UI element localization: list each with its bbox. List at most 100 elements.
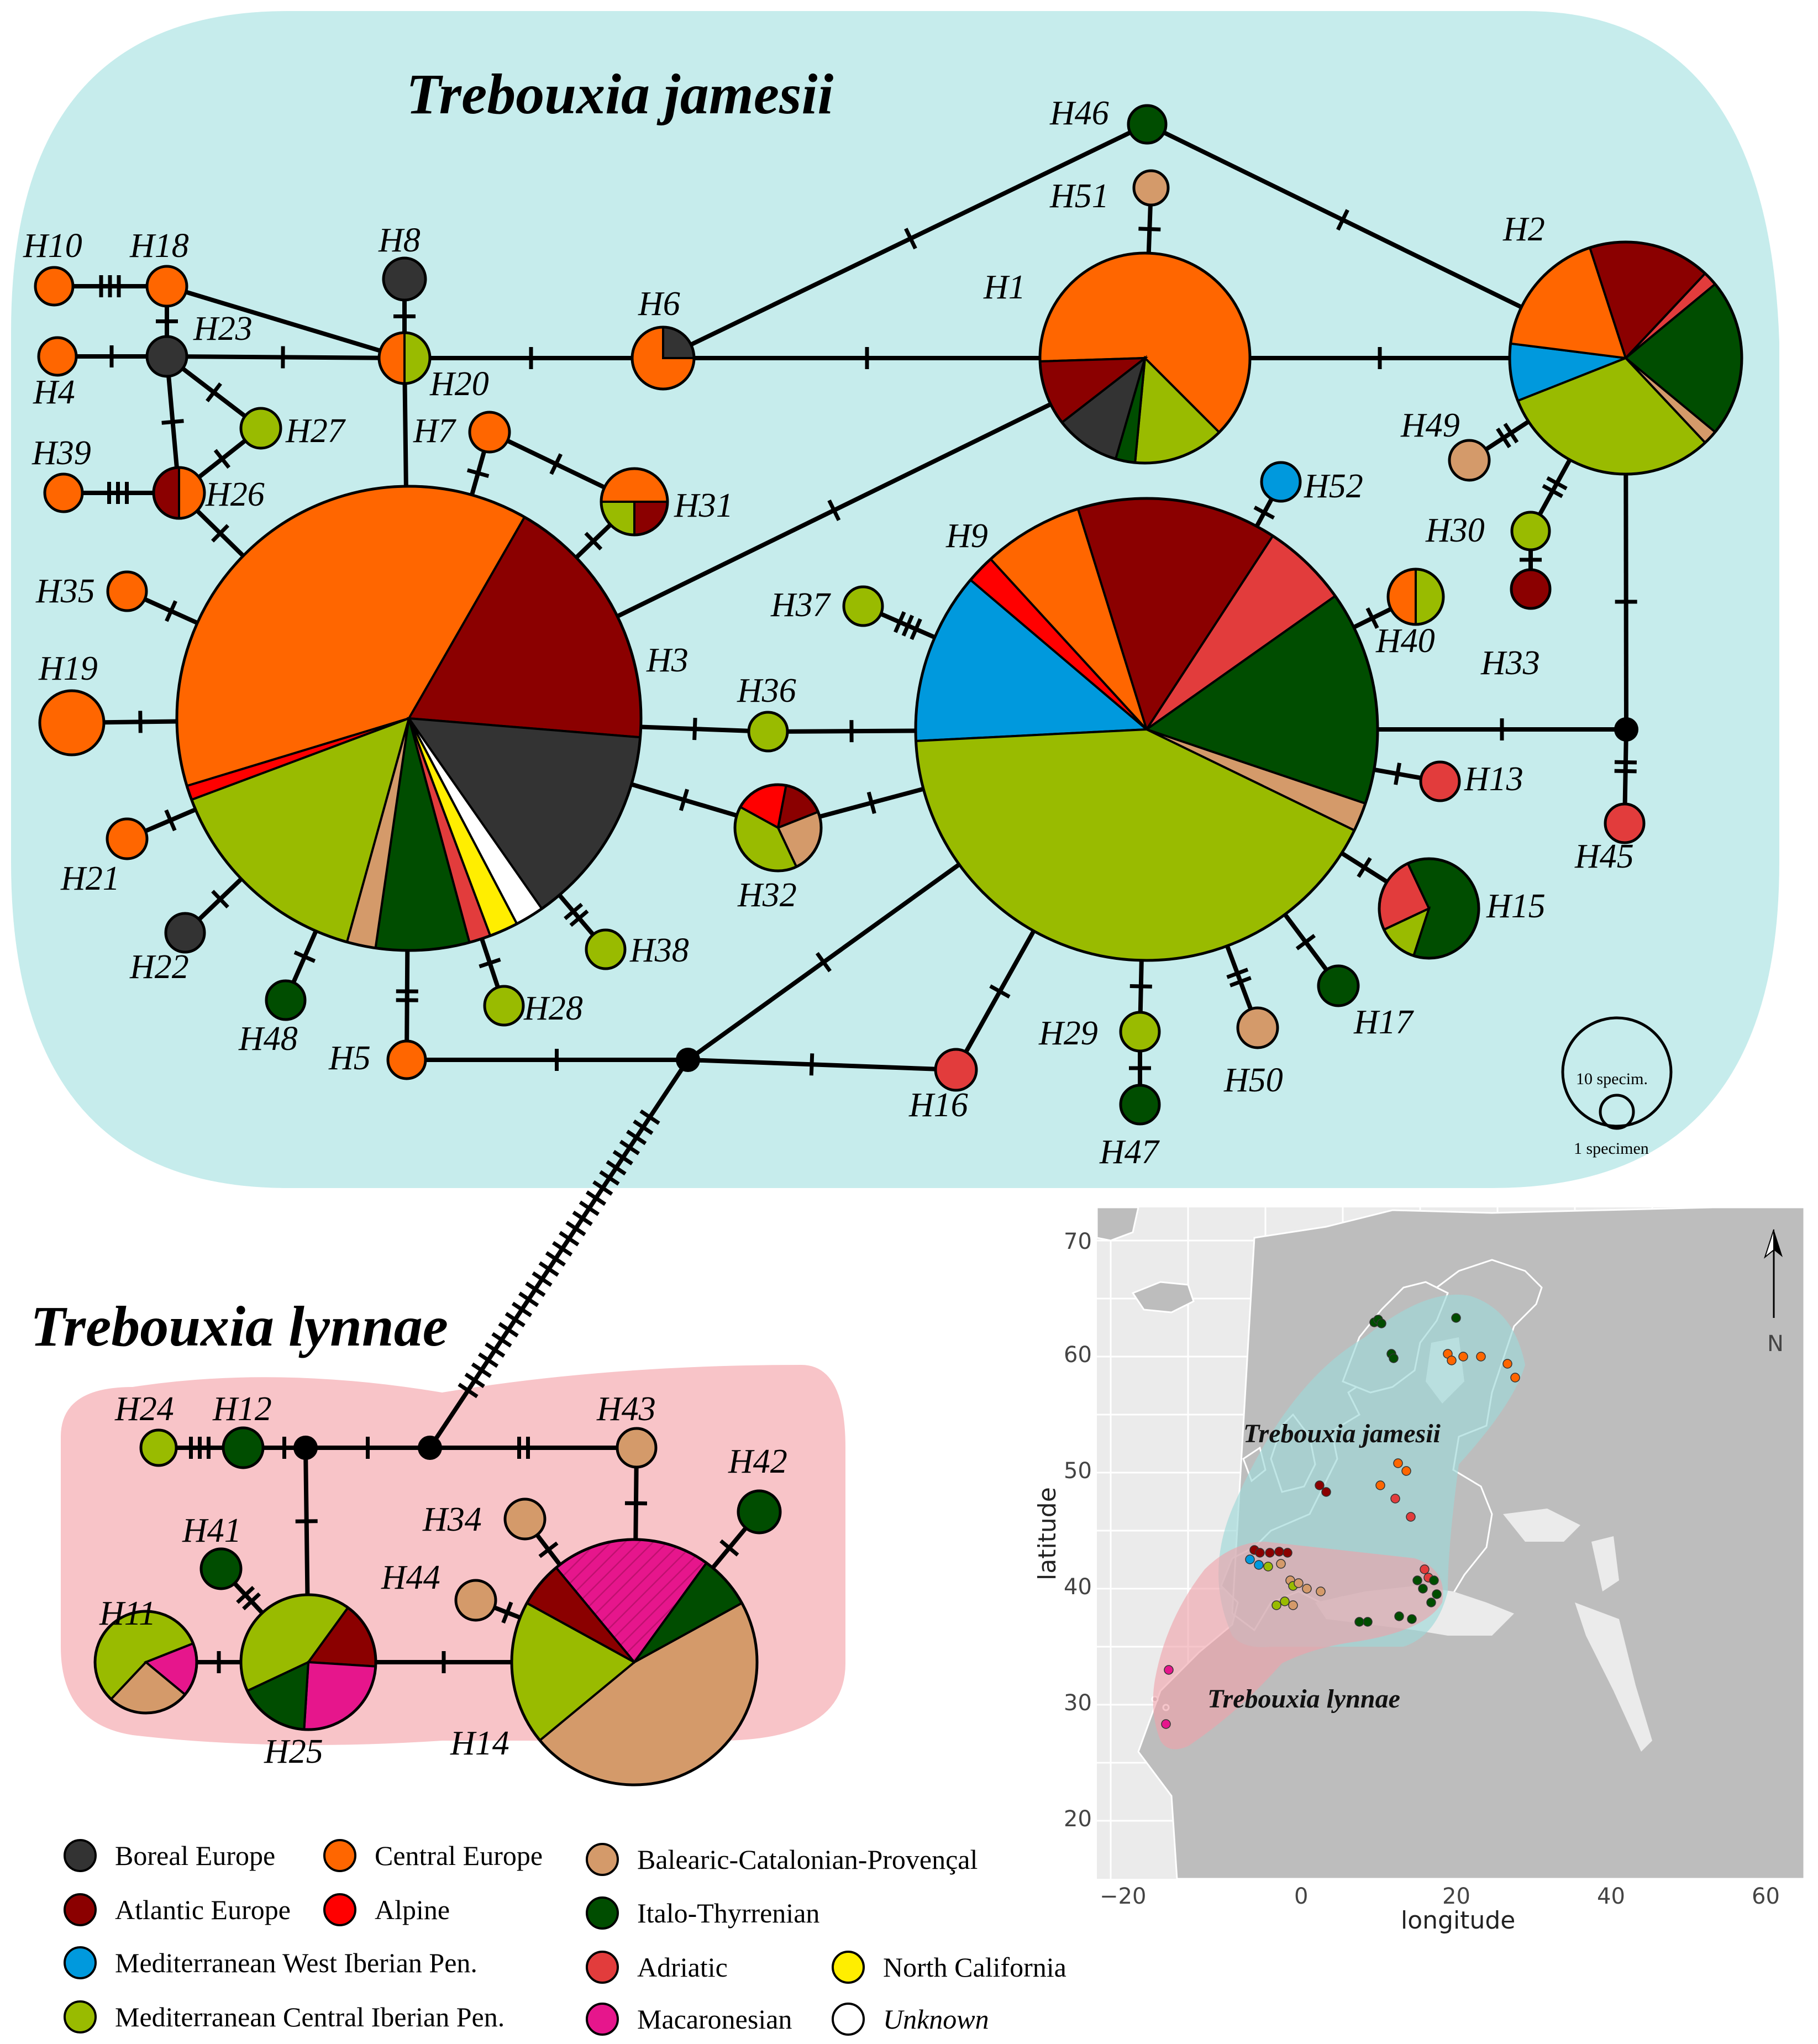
- haplotype-node-h29: [1119, 1011, 1161, 1053]
- haplotype-node-h51: [1132, 169, 1170, 207]
- sample-point: [1406, 1512, 1416, 1522]
- legend-label: Boreal Europe: [115, 1840, 275, 1871]
- mutation-tick: [211, 890, 229, 909]
- sample-point: [1375, 1480, 1385, 1490]
- mutation-tick: [592, 1180, 613, 1196]
- mutation-tick: [1496, 427, 1511, 449]
- north-arrow-icon: N: [1764, 1229, 1784, 1357]
- legend-item: Central Europe: [323, 1839, 543, 1872]
- lynnae-range: [1153, 1542, 1443, 1749]
- node-circle: [454, 1579, 497, 1622]
- sample-point: [1363, 1617, 1373, 1627]
- mutation-tick: [1542, 484, 1563, 498]
- haplotype-node-h43: [616, 1427, 658, 1469]
- node-circle: [747, 711, 789, 753]
- sample-point: [1376, 1318, 1386, 1328]
- haplotype-node-h28: [483, 985, 525, 1027]
- node-circle: [503, 1497, 547, 1541]
- node-circle: [43, 472, 84, 513]
- haplotype-node-h30: [1510, 511, 1551, 551]
- sample-point: [1510, 1373, 1520, 1383]
- sample-point: [1274, 1547, 1284, 1557]
- legend-label: Balearic-Catalonian-Provençal: [637, 1844, 978, 1875]
- legend-label: North California: [883, 1952, 1066, 1983]
- haplotype-node-h32: [733, 783, 823, 873]
- mutation-tick: [569, 910, 589, 927]
- haplotype-node-h34: [503, 1497, 547, 1541]
- mutation-tick: [1336, 209, 1349, 231]
- haplotype-node-h12: [222, 1426, 265, 1469]
- scale-big-label: 10 specim.: [1576, 1070, 1648, 1088]
- median-vector: [1614, 717, 1638, 742]
- mutation-tick: [1546, 476, 1568, 491]
- legend-swatch: [64, 1839, 97, 1872]
- haplotype-node-h23: [145, 335, 188, 378]
- network-edge: [166, 354, 405, 360]
- node-circle: [1604, 802, 1646, 844]
- legend-label: Adriatic: [637, 1952, 728, 1983]
- size-scale: 10 specim. 1 specimen: [1561, 1016, 1673, 1158]
- ytick-20: 20: [1064, 1806, 1092, 1832]
- legend-swatch: [323, 1893, 356, 1926]
- haplotype-node-h22: [164, 912, 206, 954]
- map-label-jamesii: Trebouxia jamesii: [1243, 1419, 1441, 1448]
- label-h11: H11: [99, 1595, 156, 1632]
- label-h6: H6: [638, 285, 680, 323]
- label-h24: H24: [114, 1390, 174, 1428]
- sample-point: [1321, 1487, 1331, 1497]
- node-circle: [145, 335, 188, 378]
- legend-swatch: [586, 1843, 619, 1876]
- legend-label: Macaronesian: [637, 2004, 792, 2035]
- node-circle: [483, 985, 525, 1027]
- mutation-tick: [579, 1200, 600, 1216]
- mutation-tick: [572, 1210, 593, 1226]
- xtick-20: 20: [1442, 1884, 1470, 1909]
- legend-label: Mediterranean West Iberian Pen.: [115, 1947, 477, 1978]
- median-vector: [418, 1436, 442, 1460]
- mutation-tick: [161, 419, 184, 425]
- haplotype-node-h41: [199, 1547, 243, 1590]
- haplotype-node-h7: [468, 411, 511, 454]
- label-h29: H29: [1038, 1015, 1098, 1052]
- label-h38: H38: [629, 932, 689, 969]
- haplotype-node-h40: [1386, 568, 1445, 626]
- node-circle: [1236, 1006, 1279, 1049]
- map-axes: 70 60 50 40 30 20 −20 0 20 40 60 longitu…: [1033, 1229, 1780, 1935]
- sample-point: [1315, 1480, 1325, 1490]
- sample-point: [1271, 1600, 1281, 1610]
- label-h13: H13: [1464, 760, 1523, 798]
- mutation-tick: [242, 1592, 261, 1611]
- node-circle: [164, 912, 206, 954]
- sample-point: [1255, 1548, 1265, 1558]
- label-h27: H27: [285, 412, 346, 450]
- node-circle: [842, 585, 884, 627]
- mutation-tick: [1229, 976, 1252, 987]
- sample-point: [1502, 1359, 1512, 1369]
- sample-point: [1164, 1665, 1174, 1675]
- mutation-tick: [458, 1383, 479, 1399]
- mutation-tick: [485, 1342, 506, 1358]
- label-h44: H44: [381, 1559, 440, 1596]
- legend-label: Atlantic Europe: [115, 1894, 291, 1925]
- network-edge: [428, 1058, 690, 1449]
- mutation-tick: [1394, 763, 1402, 785]
- label-h23: H23: [193, 310, 253, 348]
- label-h5: H5: [328, 1039, 371, 1077]
- legend-item: Balearic-Catalonian-Provençal: [586, 1843, 978, 1876]
- legend-item: North California: [832, 1951, 1066, 1984]
- mutation-tick: [466, 468, 490, 478]
- north-label: N: [1767, 1331, 1784, 1357]
- label-h45: H45: [1574, 838, 1634, 875]
- label-h1: H1: [983, 269, 1026, 306]
- label-h28: H28: [523, 990, 583, 1027]
- haplotype-node-h39: [43, 472, 84, 513]
- haplotype-node-h36: [747, 711, 789, 753]
- sample-point: [1254, 1560, 1264, 1570]
- legend-item: Alpine: [323, 1893, 450, 1926]
- haplotype-node-h16: [934, 1048, 978, 1092]
- title-jamesii: Trebouxia jamesii: [406, 62, 833, 126]
- haplotype-node-h44: [454, 1579, 497, 1622]
- mutation-tick: [236, 1586, 255, 1604]
- haplotype-node-h19: [38, 689, 106, 756]
- node-circle: [145, 265, 188, 308]
